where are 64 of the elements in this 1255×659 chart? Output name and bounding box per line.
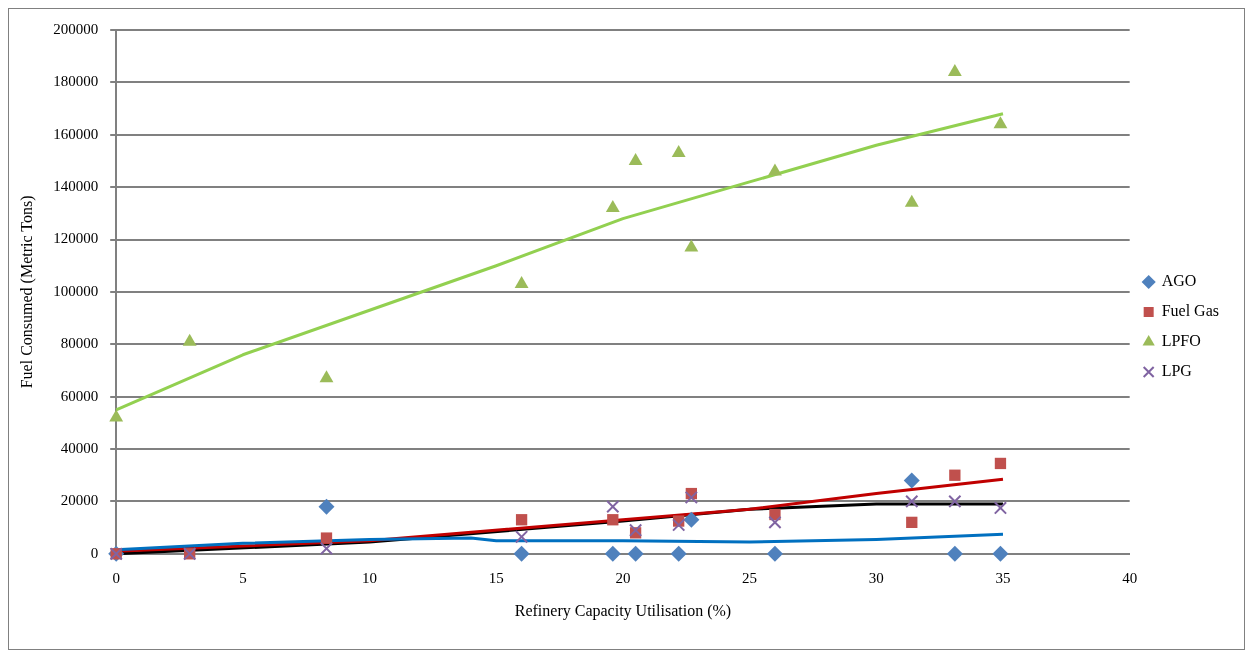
point (672, 518, 686, 532)
y-tick-label: 100000 (53, 282, 99, 299)
y-tick-label: 160000 (53, 125, 99, 142)
x-axis-title: Refinery Capacity Utilisation (%) (514, 601, 732, 620)
point (904, 194, 919, 207)
point (109, 409, 124, 422)
point (993, 116, 1008, 129)
point (628, 523, 643, 537)
point (627, 545, 644, 562)
point (514, 530, 529, 544)
point (994, 457, 1007, 470)
y-tick-label: 200000 (53, 20, 99, 37)
x-tick-label: 35 (995, 569, 1011, 586)
y-tick-label: 180000 (53, 73, 99, 90)
point (319, 370, 334, 383)
point (607, 514, 619, 526)
point (949, 469, 961, 481)
point (992, 545, 1009, 562)
y-tick-label: 40000 (60, 439, 99, 456)
point (604, 545, 621, 562)
point (906, 516, 918, 529)
y-axis-title: Fuel Consumed (Metric Tons) (17, 195, 36, 389)
point (946, 545, 963, 562)
point (182, 333, 197, 346)
point (768, 515, 782, 530)
point (671, 145, 686, 158)
legend-label: AGO (1161, 272, 1197, 290)
point (628, 152, 643, 165)
y-tick-label: 0 (90, 544, 99, 561)
x-tick-label: 40 (1122, 569, 1138, 586)
point (514, 276, 529, 289)
point (606, 500, 620, 514)
x-tick-label: 10 (362, 569, 378, 586)
y-tick-label: 80000 (60, 335, 99, 352)
point (515, 514, 528, 526)
x-tick-label: 0 (112, 569, 120, 586)
point (947, 63, 962, 76)
x-tick-label: 15 (488, 569, 504, 586)
y-tick-label: 20000 (60, 492, 99, 509)
x-tick-label: 25 (742, 569, 758, 586)
point (670, 545, 687, 562)
y-tick-label: 120000 (53, 230, 99, 247)
point (766, 545, 783, 562)
legend-label: LPFO (1161, 332, 1201, 350)
point (993, 501, 1008, 515)
point (948, 494, 962, 509)
point (905, 494, 919, 509)
point (320, 532, 333, 544)
point (684, 239, 699, 252)
x-tick-label: 20 (615, 569, 631, 586)
x-tick-label: 30 (868, 569, 884, 586)
y-tick-label: 140000 (53, 178, 99, 195)
point (768, 163, 782, 176)
point (605, 200, 620, 213)
point (318, 498, 335, 515)
point (903, 472, 920, 489)
x-tick-label: 5 (239, 569, 247, 586)
point (319, 541, 334, 556)
point (683, 511, 700, 528)
point (684, 490, 698, 505)
legend-label: LPG (1161, 362, 1193, 380)
point (513, 545, 530, 562)
legend-label: Fuel Gas (1161, 302, 1219, 320)
y-tick-label: 60000 (60, 387, 99, 404)
